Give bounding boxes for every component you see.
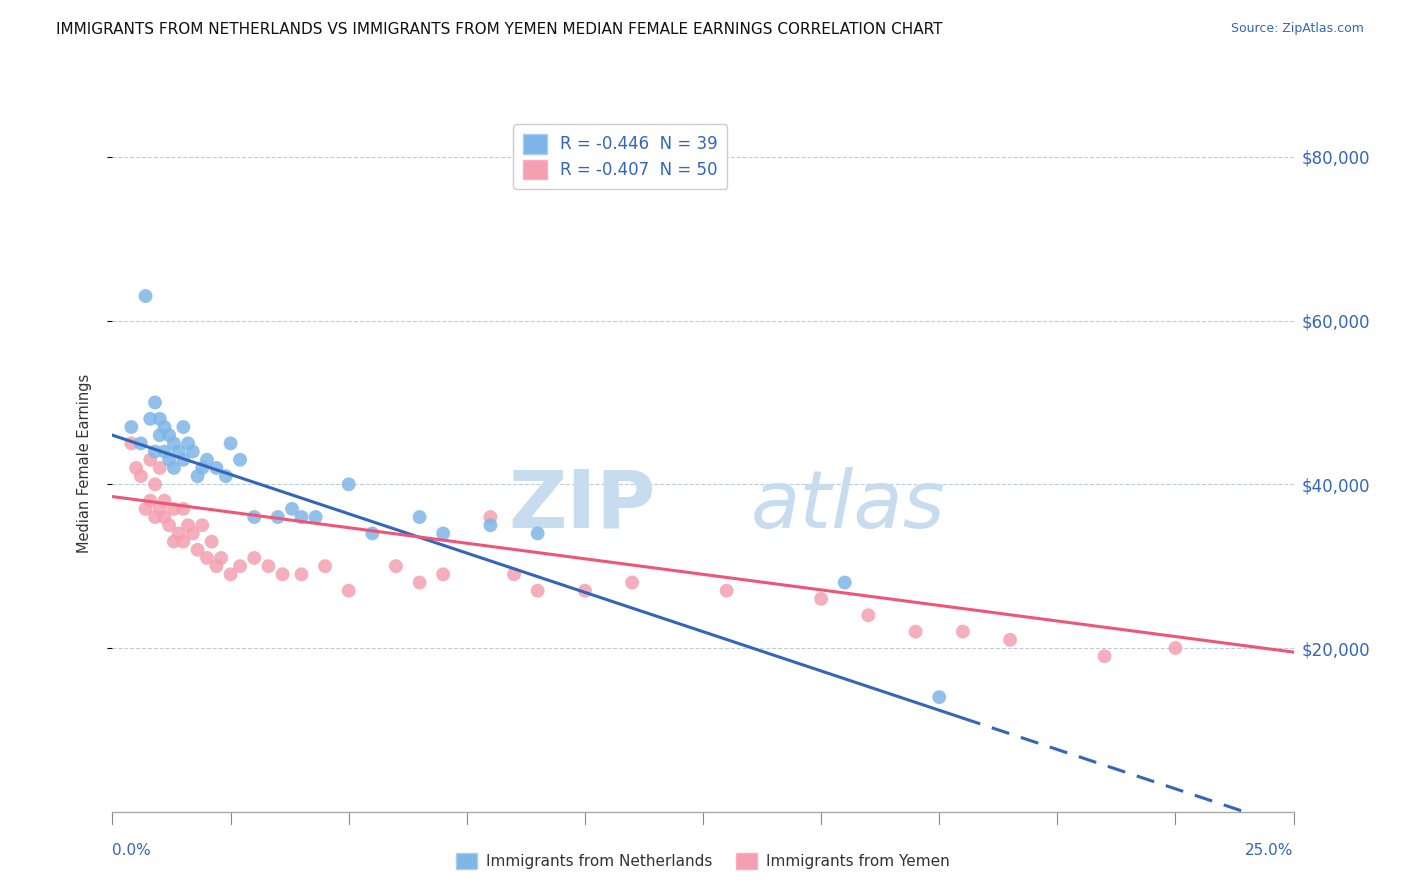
Point	[135, 501, 157, 516]
Point	[139, 452, 162, 467]
Point	[125, 461, 148, 475]
Point	[157, 452, 180, 467]
Point	[904, 624, 927, 639]
Legend: R = -0.446  N = 39, R = -0.407  N = 50: R = -0.446 N = 39, R = -0.407 N = 50	[513, 124, 727, 189]
Point	[304, 510, 326, 524]
Point	[149, 461, 172, 475]
Point	[205, 461, 228, 475]
Text: IMMIGRANTS FROM NETHERLANDS VS IMMIGRANTS FROM YEMEN MEDIAN FEMALE EARNINGS CORR: IMMIGRANTS FROM NETHERLANDS VS IMMIGRANT…	[56, 22, 943, 37]
Point	[120, 436, 142, 450]
Point	[243, 551, 266, 566]
Point	[153, 493, 176, 508]
Point	[526, 583, 548, 598]
Point	[157, 518, 180, 533]
Point	[149, 412, 172, 426]
Point	[385, 559, 408, 574]
Point	[257, 559, 280, 574]
Text: atlas: atlas	[751, 467, 945, 545]
Point	[139, 412, 162, 426]
Point	[408, 575, 430, 590]
Point	[858, 608, 880, 623]
Point	[432, 567, 454, 582]
Point	[1094, 649, 1116, 664]
Point	[172, 420, 194, 434]
Point	[195, 551, 218, 566]
Point	[153, 444, 176, 458]
Text: ZIP: ZIP	[509, 467, 655, 545]
Point	[172, 452, 194, 467]
Point	[149, 428, 172, 442]
Point	[574, 583, 596, 598]
Point	[163, 436, 186, 450]
Point	[157, 428, 180, 442]
Point	[1164, 640, 1187, 655]
Point	[337, 477, 360, 491]
Point	[167, 444, 190, 458]
Y-axis label: Median Female Earnings: Median Female Earnings	[77, 375, 91, 553]
Point	[120, 420, 142, 434]
Point	[135, 289, 157, 303]
Point	[432, 526, 454, 541]
Point	[479, 518, 502, 533]
Point	[153, 420, 176, 434]
Point	[503, 567, 526, 582]
Point	[219, 436, 242, 450]
Point	[998, 632, 1021, 647]
Point	[139, 493, 162, 508]
Point	[143, 477, 166, 491]
Point	[191, 518, 214, 533]
Point	[129, 469, 152, 483]
Point	[243, 510, 266, 524]
Point	[408, 510, 430, 524]
Point	[181, 444, 204, 458]
Point	[337, 583, 360, 598]
Point	[191, 461, 214, 475]
Point	[163, 534, 186, 549]
Point	[526, 526, 548, 541]
Point	[271, 567, 294, 582]
Point	[143, 444, 166, 458]
Point	[205, 559, 228, 574]
Point	[172, 534, 194, 549]
Point	[195, 452, 218, 467]
Text: 25.0%: 25.0%	[1246, 843, 1294, 858]
Point	[129, 436, 152, 450]
Point	[621, 575, 644, 590]
Point	[201, 534, 224, 549]
Point	[143, 510, 166, 524]
Point	[163, 501, 186, 516]
Legend: Immigrants from Netherlands, Immigrants from Yemen: Immigrants from Netherlands, Immigrants …	[450, 847, 956, 875]
Point	[229, 559, 252, 574]
Point	[153, 510, 176, 524]
Point	[290, 510, 312, 524]
Point	[267, 510, 290, 524]
Point	[314, 559, 336, 574]
Point	[229, 452, 252, 467]
Point	[167, 526, 190, 541]
Point	[361, 526, 384, 541]
Point	[186, 542, 208, 557]
Point	[215, 469, 238, 483]
Point	[149, 501, 172, 516]
Point	[716, 583, 738, 598]
Point	[810, 591, 832, 606]
Point	[172, 501, 194, 516]
Point	[209, 551, 232, 566]
Point	[219, 567, 242, 582]
Point	[290, 567, 312, 582]
Point	[281, 501, 304, 516]
Text: 0.0%: 0.0%	[112, 843, 152, 858]
Point	[181, 526, 204, 541]
Point	[186, 469, 208, 483]
Point	[479, 510, 502, 524]
Point	[163, 461, 186, 475]
Point	[177, 518, 200, 533]
Text: Source: ZipAtlas.com: Source: ZipAtlas.com	[1230, 22, 1364, 36]
Point	[177, 436, 200, 450]
Point	[834, 575, 856, 590]
Point	[928, 690, 950, 705]
Point	[952, 624, 974, 639]
Point	[143, 395, 166, 409]
